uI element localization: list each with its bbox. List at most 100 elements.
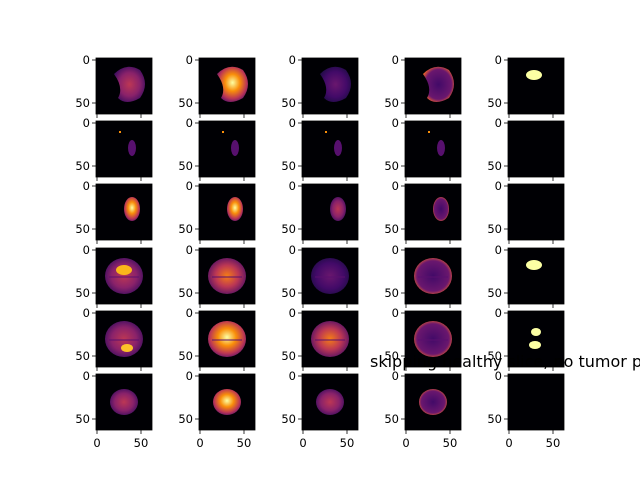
panel-frame: [95, 373, 153, 431]
y-tick-label: 50: [281, 349, 296, 363]
y-tick-label: 0: [495, 243, 502, 257]
panel-frame: [198, 373, 256, 431]
y-tick-label: 50: [384, 412, 399, 426]
panel-background: [199, 184, 255, 240]
image-panel: 0 50: [75, 116, 153, 181]
y-tick-label: 0: [392, 369, 399, 383]
brain-fragment: [231, 140, 239, 156]
panel-background: [508, 374, 564, 430]
y-tick-label: 0: [83, 179, 90, 193]
panel-frame: [404, 183, 462, 241]
y-tick-label: 50: [487, 96, 502, 110]
y-tick-label: 50: [384, 159, 399, 173]
y-tick-label: 50: [487, 286, 502, 300]
y-tick-label: 50: [178, 286, 193, 300]
panel-frame: [198, 120, 256, 178]
y-tick-label: 0: [83, 306, 90, 320]
tumor-mask-blob: [529, 341, 541, 349]
panel-frame: [404, 57, 462, 115]
brain-slice: [105, 258, 143, 294]
image-panel: 0 50: [178, 53, 256, 118]
y-tick-label: 0: [83, 116, 90, 130]
y-tick-label: 50: [281, 286, 296, 300]
brain-slice: [110, 389, 138, 415]
y-tick-label: 50: [75, 222, 90, 236]
brain-fragment: [128, 140, 136, 156]
brain-slice: [213, 389, 241, 415]
brain-slice: [124, 197, 140, 221]
image-panel: 0 50: [178, 179, 256, 244]
brain-fragment: [325, 131, 327, 133]
image-panel: 0 50: [384, 116, 462, 181]
y-tick-label: 0: [186, 116, 193, 130]
y-tick-label: 50: [178, 96, 193, 110]
brain-slice: [208, 258, 246, 294]
image-panel: 0 50: [487, 53, 565, 118]
y-tick-label: 50: [178, 222, 193, 236]
y-tick-label: 0: [83, 369, 90, 383]
y-tick-label: 50: [281, 159, 296, 173]
panel-frame: [404, 310, 462, 368]
tumor-mask-blob: [526, 70, 542, 80]
brain-slice: [208, 321, 246, 357]
panel-frame: [507, 120, 565, 178]
y-tick-label: 50: [75, 412, 90, 426]
y-tick-label: 0: [495, 369, 502, 383]
y-tick-label: 0: [186, 53, 193, 67]
panel-background: [96, 121, 152, 177]
x-tick-label: 0: [299, 436, 306, 450]
y-tick-label: 0: [495, 53, 502, 67]
image-panel: 0 50: [384, 179, 462, 244]
brain-slice: [423, 66, 454, 102]
panel-frame: [95, 57, 153, 115]
x-tick-label: 50: [134, 436, 149, 450]
panel-background: [199, 121, 255, 177]
y-tick-label: 0: [289, 243, 296, 257]
x-tick-label: 0: [505, 436, 512, 450]
y-tick-label: 0: [186, 306, 193, 320]
panel-background: [405, 121, 461, 177]
image-panel: 0 50: [384, 53, 462, 118]
brain-slice: [320, 66, 351, 102]
brain-fragment: [222, 131, 224, 133]
image-panel: 0 50: [178, 243, 256, 308]
x-tick-label: 50: [546, 436, 561, 450]
panel-frame: [301, 183, 359, 241]
y-tick-label: 0: [289, 369, 296, 383]
lesion-highlight: [116, 265, 132, 275]
panel-frame: [404, 247, 462, 305]
panel-frame: [95, 120, 153, 178]
y-tick-label: 0: [186, 179, 193, 193]
y-tick-label: 50: [281, 222, 296, 236]
image-panel: 0 50: [75, 179, 153, 244]
x-tick-label: 50: [443, 436, 458, 450]
y-tick-label: 50: [178, 349, 193, 363]
y-tick-label: 50: [75, 159, 90, 173]
panel-frame: [95, 247, 153, 305]
y-tick-label: 50: [487, 222, 502, 236]
brain-slice: [311, 258, 349, 294]
y-tick-label: 0: [289, 116, 296, 130]
brain-slice: [311, 321, 349, 357]
brain-slice: [414, 321, 452, 357]
y-tick-label: 50: [281, 412, 296, 426]
image-panel: 0 50: [178, 116, 256, 181]
panel-frame: [507, 373, 565, 431]
y-tick-label: 0: [392, 179, 399, 193]
image-panel: 0 50: [487, 179, 565, 244]
brain-fragment: [437, 140, 445, 156]
image-panel: 0 50: [487, 116, 565, 181]
panel-frame: [301, 120, 359, 178]
image-panel: 0 50: [487, 243, 565, 308]
y-tick-label: 50: [487, 412, 502, 426]
y-tick-label: 0: [392, 243, 399, 257]
image-panel: 0 50: [384, 306, 462, 371]
y-tick-label: 0: [392, 53, 399, 67]
y-tick-label: 0: [186, 243, 193, 257]
panel-frame: [507, 310, 565, 368]
